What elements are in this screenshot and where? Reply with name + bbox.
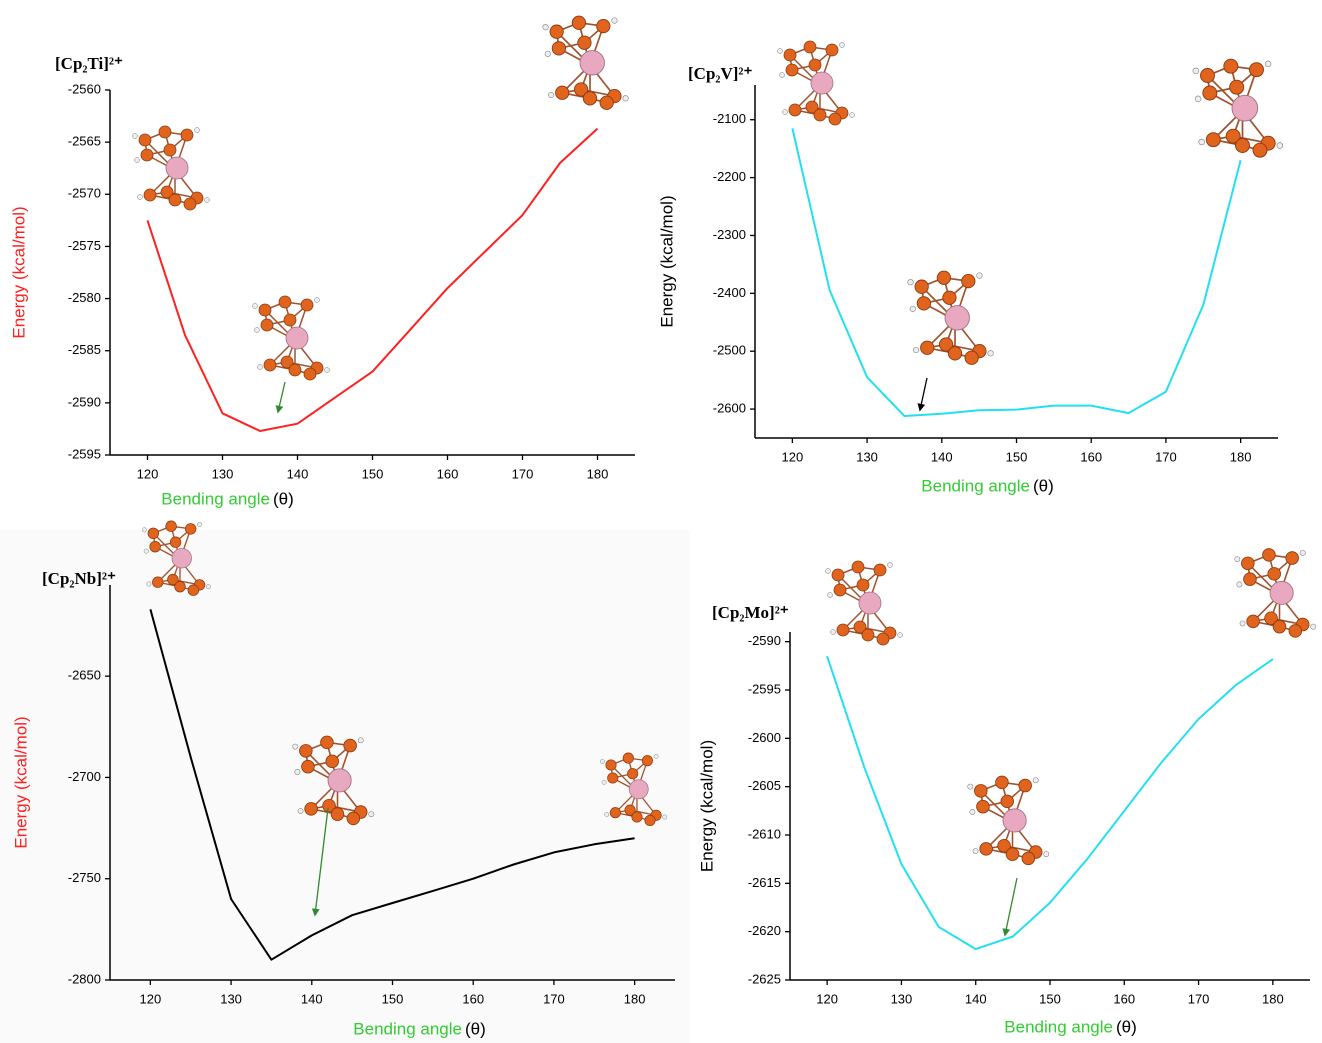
- y-tick-label: -2650: [68, 668, 101, 683]
- y-tick-label: -2400: [713, 285, 746, 300]
- chart-title: [Cp₂Mo]²⁺: [712, 603, 789, 622]
- x-tick-label: 160: [437, 466, 459, 481]
- x-axis-label: Bending angle: [353, 1019, 462, 1038]
- molecule: [826, 561, 903, 645]
- y-axis-label: Energy (kcal/mol): [11, 716, 30, 848]
- page: [Cp₂Ti]²⁺ -2595 -2590 -2585 -2580 -2575 -2570 -…: [0, 0, 1322, 1043]
- x-axis-label-unit: (θ): [273, 489, 294, 508]
- molecule: [133, 126, 210, 210]
- x-tick-label: 120: [782, 449, 804, 464]
- x-tick-label: 130: [891, 991, 913, 1006]
- y-tick-label: -2200: [713, 169, 746, 184]
- y-axis-label: Energy (kcal/mol): [9, 206, 28, 338]
- x-tick-label: 160: [462, 991, 484, 1006]
- y-tick-label: -2600: [748, 730, 781, 745]
- y-tick-label: -2590: [748, 633, 781, 648]
- x-tick-label: 140: [931, 449, 953, 464]
- y-tick-label: -2100: [713, 111, 746, 126]
- chart-title: [Cp₂Nb]²⁺: [42, 569, 116, 588]
- molecule: [1235, 549, 1316, 638]
- y-tick-label: -2565: [68, 134, 101, 149]
- x-tick-label: 170: [512, 466, 534, 481]
- arrow: [1005, 878, 1017, 935]
- x-axis-label-unit: (θ): [1116, 1017, 1137, 1036]
- y-tick-label: -2575: [68, 238, 101, 253]
- x-axis-label: Bending angle: [921, 476, 1030, 495]
- y-axis-label: Energy (kcal/mol): [657, 195, 676, 327]
- y-tick-label: -2585: [68, 342, 101, 357]
- y-tick-label: -2580: [68, 290, 101, 305]
- y-tick-label: -2300: [713, 227, 746, 242]
- x-axis-label-unit: (θ): [1033, 476, 1054, 495]
- x-tick-label: 180: [1230, 449, 1252, 464]
- data-line: [792, 128, 1240, 416]
- x-tick-label: 120: [816, 991, 838, 1006]
- x-tick-label: 140: [301, 991, 323, 1006]
- y-tick-label: -2590: [68, 394, 101, 409]
- x-tick-label: 170: [1188, 991, 1210, 1006]
- x-tick-label: 120: [140, 991, 162, 1006]
- x-tick-label: 140: [287, 466, 309, 481]
- x-tick-label: 150: [1006, 449, 1028, 464]
- y-tick-label: -2605: [748, 778, 781, 793]
- x-tick-label: 140: [965, 991, 987, 1006]
- y-tick-label: -2560: [68, 81, 101, 96]
- molecule: [968, 776, 1049, 865]
- y-axis-label: Energy (kcal/mol): [697, 740, 716, 872]
- molecule: [778, 41, 855, 125]
- y-tick-label: -2615: [748, 875, 781, 890]
- x-tick-label: 150: [382, 991, 404, 1006]
- x-tick-label: 120: [137, 466, 159, 481]
- x-tick-label: 170: [1155, 449, 1177, 464]
- data-line: [827, 656, 1273, 949]
- data-line: [148, 129, 598, 431]
- y-tick-label: -2800: [68, 971, 101, 986]
- x-tick-label: 170: [543, 991, 565, 1006]
- arrow: [278, 382, 285, 412]
- molecule: [1193, 59, 1283, 157]
- y-tick-label: -2700: [68, 769, 101, 784]
- x-tick-label: 130: [220, 991, 242, 1006]
- chart-panel: [Cp₂Ti]²⁺ -2595 -2590 -2585 -2580 -2575 -2570 -…: [9, 54, 635, 509]
- y-tick-label: -2595: [68, 446, 101, 461]
- y-tick-label: -2570: [68, 186, 101, 201]
- y-tick-label: -2750: [68, 870, 101, 885]
- x-tick-label: 180: [624, 991, 646, 1006]
- x-tick-label: 160: [1080, 449, 1102, 464]
- arrow: [920, 378, 927, 410]
- molecule: [543, 16, 629, 109]
- y-tick-label: -2610: [748, 826, 781, 841]
- molecule: [253, 296, 330, 380]
- x-tick-label: 130: [212, 466, 234, 481]
- y-tick-label: -2500: [713, 343, 746, 358]
- x-tick-label: 130: [856, 449, 878, 464]
- x-tick-label: 150: [1039, 991, 1061, 1006]
- chart-title: [Cp₂Ti]²⁺: [55, 54, 123, 73]
- x-axis-label: Bending angle: [1004, 1017, 1113, 1036]
- molecule: [908, 271, 994, 364]
- x-tick-label: 150: [362, 466, 384, 481]
- x-tick-label: 160: [1113, 991, 1135, 1006]
- y-tick-label: -2595: [748, 681, 781, 696]
- x-axis-label: Bending angle: [161, 489, 270, 508]
- x-tick-label: 180: [587, 466, 609, 481]
- y-tick-label: -2600: [713, 401, 746, 416]
- y-tick-label: -2620: [748, 923, 781, 938]
- y-tick-label: -2625: [748, 971, 781, 986]
- figure: [Cp₂Ti]²⁺ -2595 -2590 -2585 -2580 -2575 -2570 -…: [0, 0, 1322, 1043]
- x-tick-label: 180: [1262, 991, 1284, 1006]
- x-axis-label-unit: (θ): [465, 1019, 486, 1038]
- chart-title: [Cp₂V]²⁺: [688, 64, 753, 83]
